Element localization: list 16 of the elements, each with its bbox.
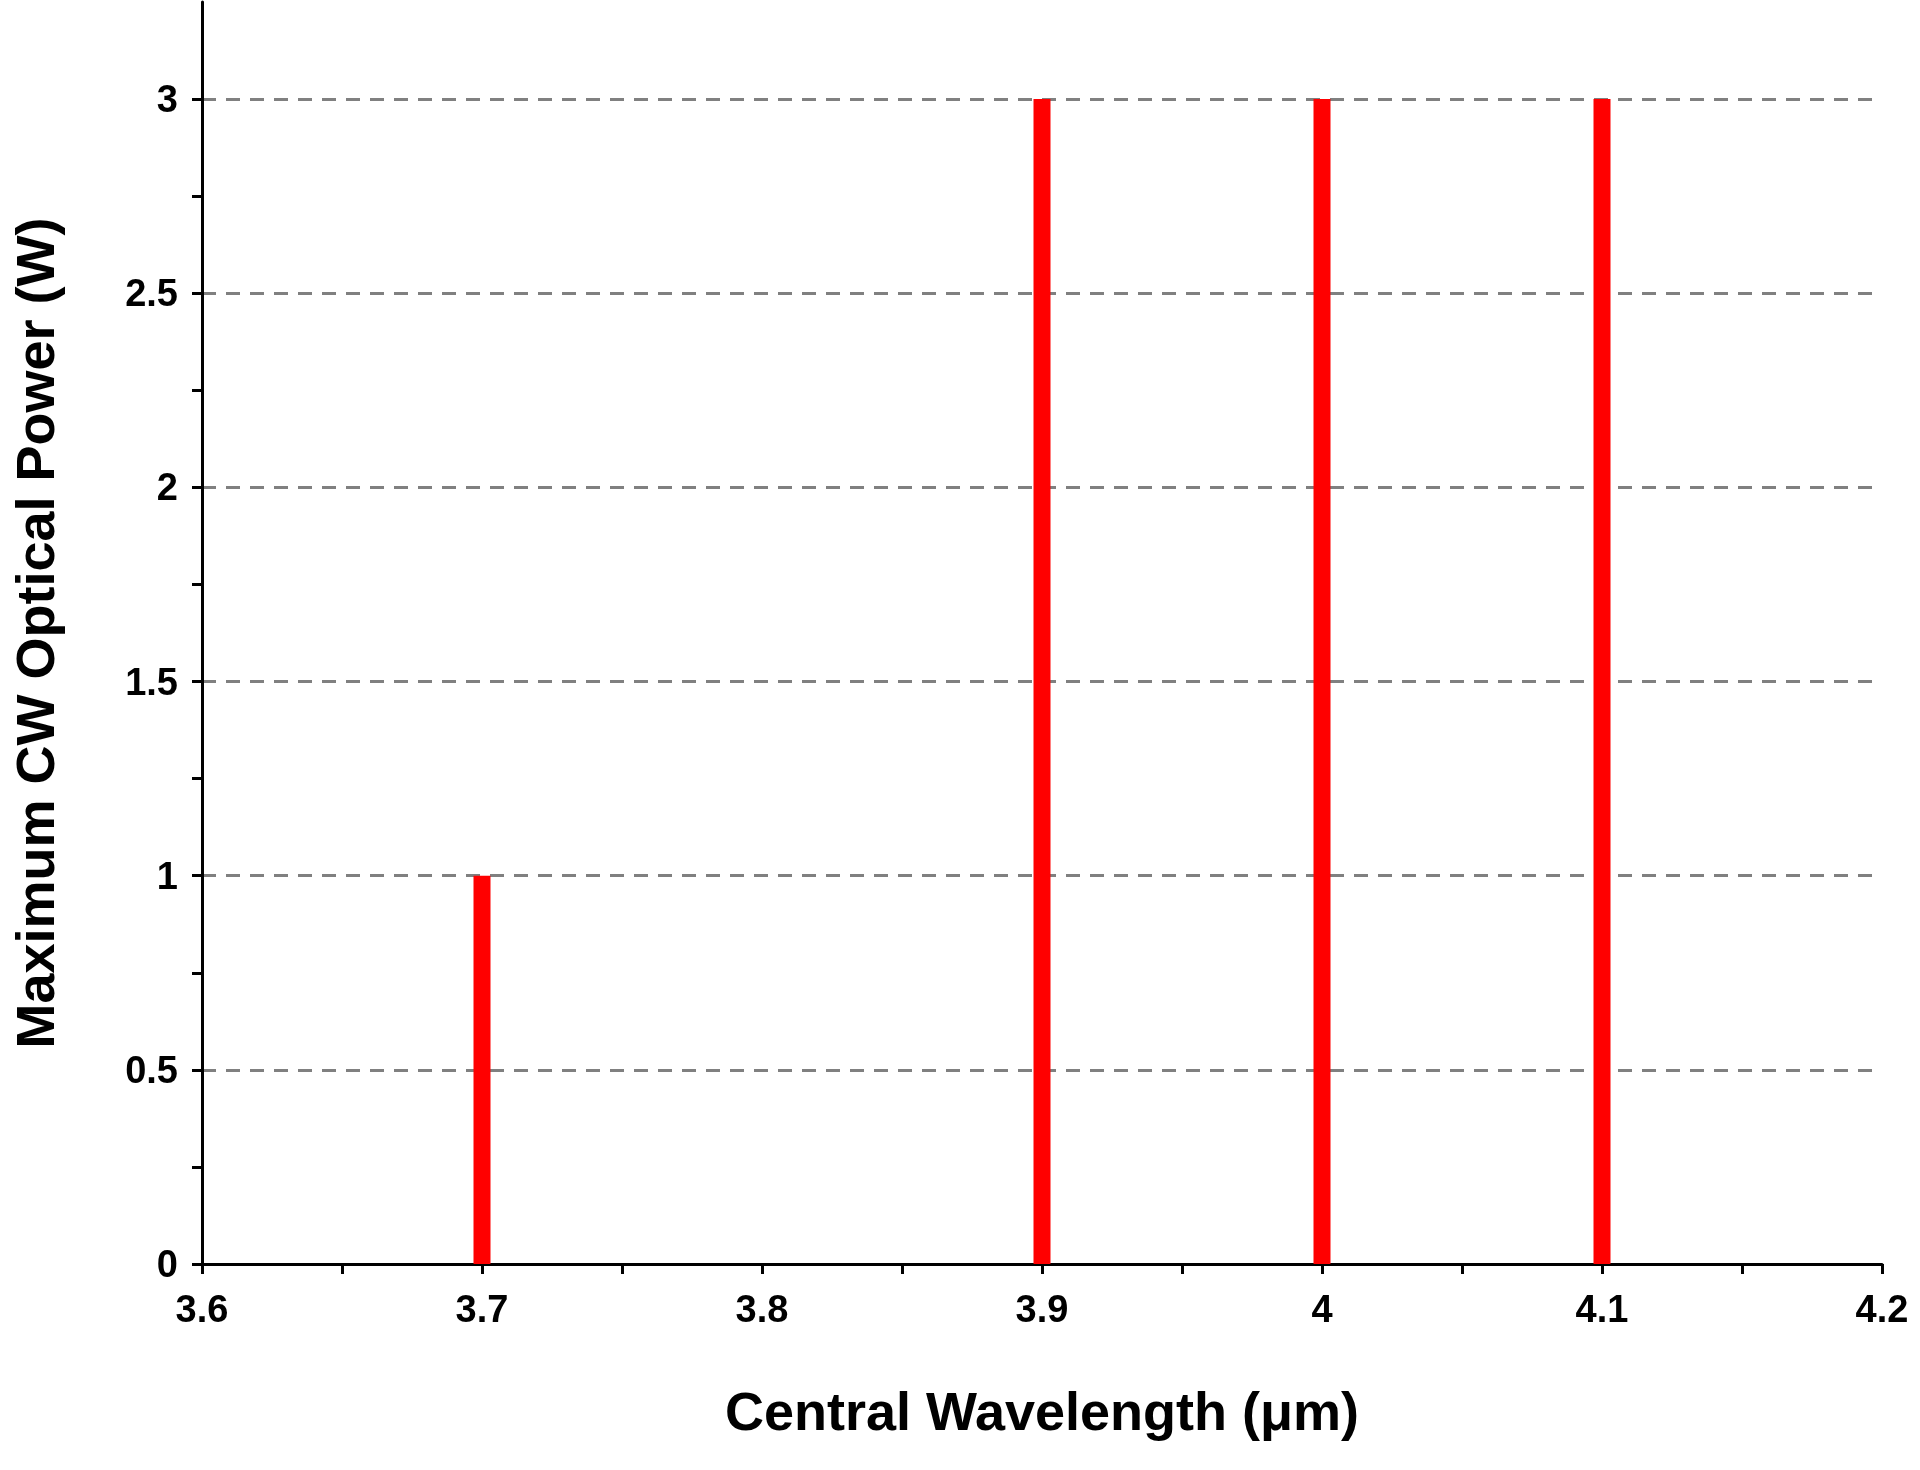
x-tick-label: 4.2 bbox=[1855, 1288, 1909, 1330]
y-tick-label: 3 bbox=[156, 78, 178, 121]
x-tick-label: 4 bbox=[1311, 1288, 1333, 1330]
x-tick-label: 3.6 bbox=[175, 1288, 229, 1330]
x-tick-label: 3.9 bbox=[1015, 1288, 1069, 1330]
y-axis-title: Maximum CW Optical Power (W) bbox=[5, 217, 65, 1049]
y-tick-label: 0.5 bbox=[125, 1048, 178, 1091]
y-tick-label: 2.5 bbox=[125, 272, 178, 315]
y-tick-label: 1 bbox=[156, 854, 178, 897]
y-tick-label: 2 bbox=[156, 466, 178, 509]
y-tick-label: 1.5 bbox=[125, 660, 178, 703]
x-tick-label: 3.7 bbox=[455, 1288, 509, 1330]
x-tick-label: 4.1 bbox=[1575, 1288, 1629, 1330]
x-tick-label: 3.8 bbox=[735, 1288, 789, 1330]
x-axis-title: Central Wavelength (μm) bbox=[724, 1381, 1360, 1441]
y-tick-label: 0 bbox=[156, 1243, 178, 1285]
